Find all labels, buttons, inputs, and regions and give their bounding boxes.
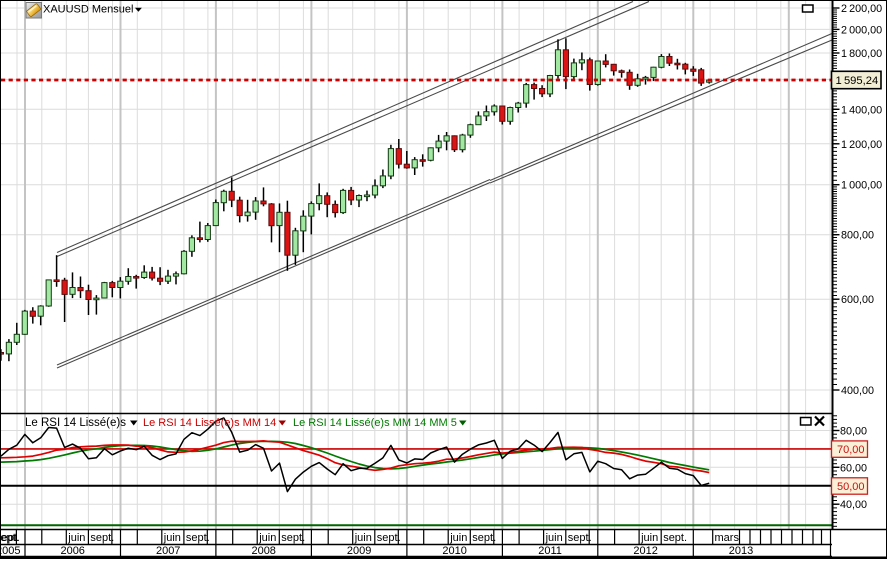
svg-text:2005: 2005: [0, 545, 20, 557]
svg-text:juin: juin: [354, 532, 372, 544]
svg-text:2006: 2006: [60, 545, 84, 557]
svg-text:sept.: sept.: [0, 532, 20, 544]
svg-text:sept.: sept.: [472, 532, 496, 544]
svg-text:50,00: 50,00: [837, 481, 865, 493]
svg-text:2008: 2008: [251, 545, 275, 557]
svg-text:Le RSI 14 Lissé(e)s MM 14: Le RSI 14 Lissé(e)s MM 14: [143, 417, 276, 429]
svg-text:1 800,00: 1 800,00: [841, 48, 882, 60]
svg-text:600,00: 600,00: [841, 294, 874, 306]
svg-text:2009: 2009: [347, 545, 371, 557]
svg-text:2010: 2010: [442, 545, 466, 557]
svg-text:1 595,24: 1 595,24: [836, 75, 879, 87]
svg-text:Le RSI 14 Lissé(e)s MM 14 MM 5: Le RSI 14 Lissé(e)s MM 14 MM 5: [293, 417, 457, 429]
svg-text:sept.: sept.: [186, 532, 210, 544]
svg-text:sept.: sept.: [377, 532, 401, 544]
svg-text:2007: 2007: [156, 545, 180, 557]
svg-text:mars: mars: [715, 532, 740, 544]
svg-text:juin: juin: [640, 532, 658, 544]
svg-text:800,00: 800,00: [841, 230, 874, 242]
svg-text:sept.: sept.: [90, 532, 114, 544]
svg-text:1 200,00: 1 200,00: [841, 139, 882, 151]
svg-text:sept.: sept.: [281, 532, 305, 544]
svg-text:XAUUSD Mensuel: XAUUSD Mensuel: [43, 4, 133, 16]
svg-text:juin: juin: [67, 532, 85, 544]
svg-text:2012: 2012: [633, 545, 657, 557]
svg-text:400,00: 400,00: [841, 385, 874, 397]
svg-text:Le RSI 14 Lissé(e)s: Le RSI 14 Lissé(e)s: [25, 417, 126, 429]
svg-text:sept.: sept.: [663, 532, 687, 544]
svg-text:40,00: 40,00: [840, 499, 867, 511]
svg-text:70,00: 70,00: [837, 444, 865, 456]
svg-text:juin: juin: [545, 532, 563, 544]
svg-text:2011: 2011: [538, 545, 562, 557]
svg-text:2 200,00: 2 200,00: [841, 3, 882, 15]
svg-text:juin: juin: [449, 532, 467, 544]
svg-text:2 000,00: 2 000,00: [841, 24, 882, 36]
svg-text:1 000,00: 1 000,00: [841, 180, 882, 192]
svg-text:juin: juin: [163, 532, 181, 544]
svg-text:1 400,00: 1 400,00: [841, 104, 882, 116]
svg-text:60,00: 60,00: [840, 462, 867, 474]
svg-text:2013: 2013: [729, 545, 753, 557]
svg-text:80,00: 80,00: [840, 426, 867, 438]
svg-text:sept.: sept.: [568, 532, 592, 544]
svg-text:juin: juin: [258, 532, 276, 544]
